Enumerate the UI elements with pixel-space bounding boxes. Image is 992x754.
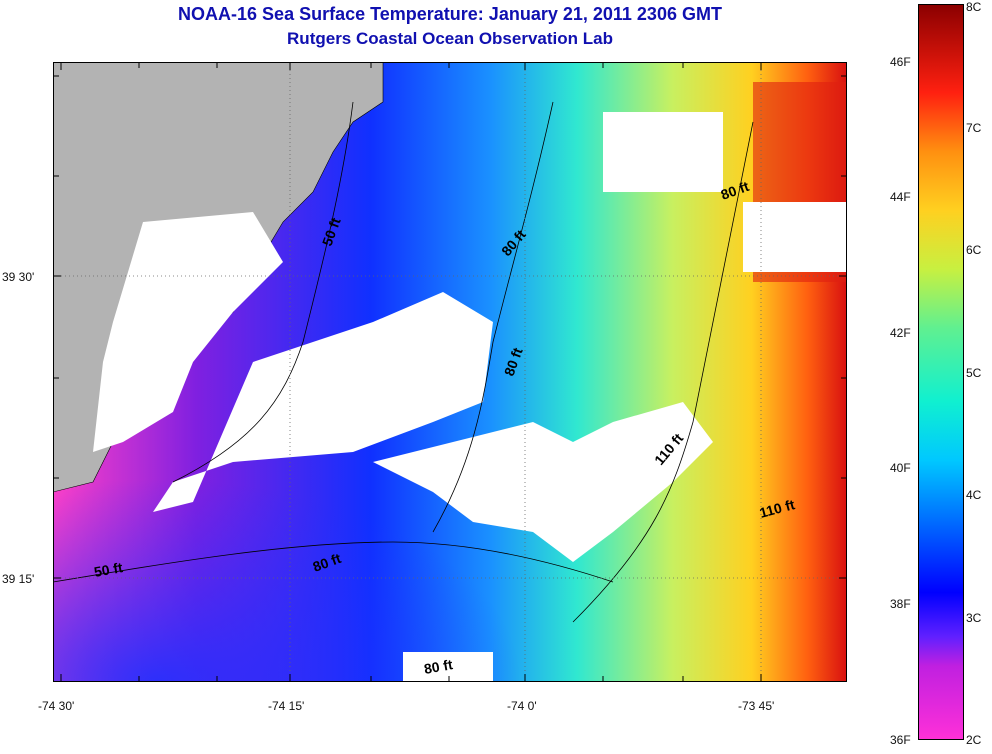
- contour-line-110ft: [572, 121, 754, 623]
- contour-line-south: [53, 541, 614, 583]
- colorbar-c-label: 7C: [966, 121, 982, 135]
- x-tick-label: -74 15': [268, 699, 305, 713]
- colorbar-c-label: 8C: [966, 0, 982, 14]
- map-grid: [53, 62, 847, 682]
- temperature-colorbar: [918, 4, 964, 740]
- contour-label: 50 ft: [93, 559, 124, 580]
- colorbar-f-label: 46F: [890, 55, 911, 69]
- contour-label: 80 ft: [423, 656, 454, 677]
- cloud-mask-east: [743, 202, 847, 272]
- x-tick-label: -74 30': [38, 699, 75, 713]
- cloud-mask-ne: [603, 112, 723, 192]
- x-tick-label: -74 0': [507, 699, 537, 713]
- sst-map: 50 ft 80 ft 80 ft 80 ft 80 ft 110 ft 110…: [53, 62, 847, 682]
- contour-line-80ft: [432, 101, 554, 533]
- cloud-mask-bay: [93, 212, 283, 452]
- colorbar-c-label: 6C: [966, 243, 982, 257]
- cloud-mask-center: [153, 292, 493, 512]
- cloud-mask-bottom: [403, 652, 493, 682]
- map-frame: [53, 62, 847, 682]
- chart-title: NOAA-16 Sea Surface Temperature: January…: [178, 4, 722, 24]
- contour-line-50ft: [172, 101, 354, 483]
- map-ticks: [53, 62, 847, 682]
- chart-subtitle: Rutgers Coastal Ocean Observation Lab: [287, 29, 613, 48]
- colorbar-c-label: 4C: [966, 488, 982, 502]
- colorbar-c-label: 3C: [966, 611, 982, 625]
- colorbar-c-label: 5C: [966, 366, 982, 380]
- colorbar-f-label: 44F: [890, 190, 911, 204]
- y-tick-label: 39 30': [2, 270, 35, 284]
- y-tick-label: 39 15': [2, 572, 35, 586]
- colorbar-f-label: 42F: [890, 326, 911, 340]
- colorbar-c-label: 2C: [966, 733, 982, 747]
- x-tick-label: -73 45': [738, 699, 775, 713]
- colorbar-gradient: [918, 4, 964, 740]
- colorbar-f-label: 36F: [890, 733, 911, 747]
- cloud-mask-south: [373, 402, 713, 562]
- colorbar-f-label: 40F: [890, 461, 911, 475]
- colorbar-f-label: 38F: [890, 597, 911, 611]
